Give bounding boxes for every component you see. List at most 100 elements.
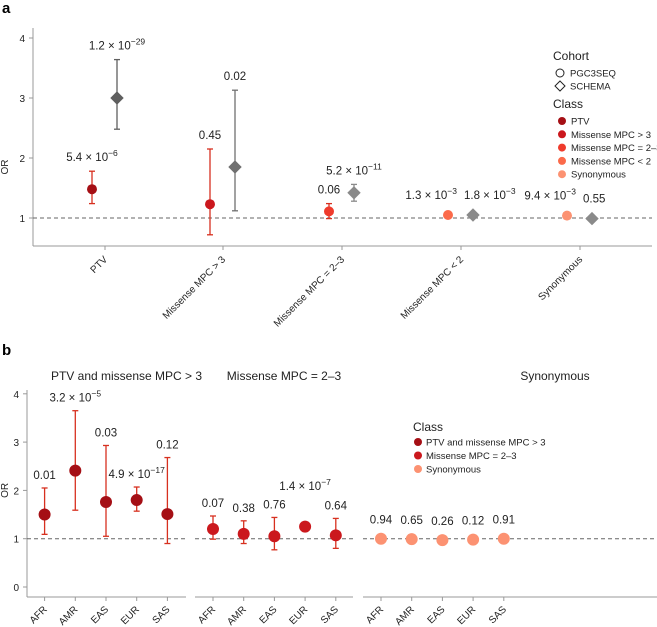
p-value-label: 0.12	[156, 440, 178, 452]
legend-class-label: PTV and missense MPC > 3	[426, 438, 546, 449]
y-axis-label: OR	[0, 483, 11, 498]
y-tick-label: 1	[19, 214, 25, 225]
legend-cohort-label: PGC3SEQ	[570, 69, 616, 80]
legend-class-label: Missense MPC = 2–3	[426, 451, 517, 462]
facet-title: Synonymous	[520, 369, 589, 383]
legend-circle-icon	[555, 68, 565, 78]
legend-class-marker	[558, 130, 566, 139]
p-value-label: 0.26	[431, 516, 453, 528]
population-point	[467, 533, 480, 546]
p-value-label: 1.3 × 10−3	[405, 186, 457, 202]
population-point	[161, 508, 174, 521]
population-point	[237, 527, 250, 540]
x-tick-label: AMR	[225, 604, 249, 627]
p-value-label: 0.65	[401, 515, 423, 527]
legend-class-title: Class	[553, 97, 583, 111]
schema-diamond-point	[347, 186, 361, 200]
legend-class-label: Missense MPC = 2–3	[571, 143, 657, 154]
x-tick-label: EAS	[89, 604, 111, 626]
legend-class-label: Synonymous	[426, 465, 481, 476]
y-tick-label: 0	[13, 583, 19, 594]
legend-class-label: PTV	[571, 117, 590, 128]
y-tick-label: 1	[13, 535, 19, 546]
p-value-label: 5.4 × 10−6	[66, 148, 118, 164]
legend-class-label: Missense MPC > 3	[571, 130, 651, 141]
y-axis-label: OR	[0, 160, 11, 175]
panel-b-chart: 0 1 2 3 4 OR PTV and missense MPC > 3 AFR 0.01 AM…	[0, 369, 657, 627]
panel-a-chart: 1 2 3 4 OR PTV Missense MPC > 3 Missense MPC = …	[0, 28, 657, 330]
x-tick-label: Missense MPC > 3	[161, 254, 229, 322]
p-value-label: 4.9 × 10−17	[109, 465, 166, 481]
population-point	[38, 508, 51, 521]
panel-label-b: b	[2, 342, 11, 359]
schema-diamond-point	[585, 211, 599, 226]
x-tick-label: SAS	[151, 604, 173, 626]
x-tick-label: AFR	[196, 604, 218, 626]
facet-title: Missense MPC = 2–3	[227, 369, 342, 383]
panel-label-a: a	[2, 0, 11, 17]
population-point	[207, 523, 219, 536]
x-tick-label: AFR	[28, 604, 50, 626]
x-tick-label: SAS	[487, 604, 509, 626]
population-point	[497, 532, 510, 545]
legend-cohort-label: SCHEMA	[570, 82, 611, 93]
schema-diamond-point	[110, 91, 124, 105]
population-point	[299, 520, 312, 533]
pgc3seq-circle-point	[324, 206, 334, 217]
p-value-label: 0.12	[462, 516, 484, 528]
legend-diamond-icon	[554, 80, 566, 92]
x-tick-label: AMR	[57, 604, 81, 627]
y-tick-label: 3	[13, 438, 19, 449]
y-tick-label: 4	[19, 34, 25, 45]
y-tick-label: 2	[19, 154, 25, 165]
p-value-label: 9.4 × 10−3	[524, 187, 576, 203]
x-tick-label: EAS	[258, 604, 280, 626]
p-value-label: 0.45	[199, 130, 221, 142]
y-tick-label: 3	[19, 94, 25, 105]
p-value-label: 1.2 × 10−29	[89, 37, 146, 53]
x-tick-label: Missense MPC < 2	[399, 254, 467, 322]
p-value-label: 0.02	[224, 71, 246, 83]
p-value-label: 0.91	[493, 515, 515, 527]
p-value-label: 0.64	[325, 500, 348, 512]
p-value-label: 0.76	[263, 499, 285, 511]
x-tick-label: EUR	[288, 604, 311, 627]
pgc3seq-circle-point	[562, 210, 572, 221]
y-tick-label: 2	[13, 486, 19, 497]
population-point	[375, 532, 387, 545]
population-point	[69, 464, 82, 477]
x-tick-label: EAS	[426, 604, 448, 626]
legend-class-label: Synonymous	[571, 170, 626, 181]
legend-class-marker	[558, 117, 566, 125]
legend-class-marker	[558, 143, 566, 152]
p-value-label: 0.38	[233, 503, 255, 515]
p-value-label: 3.2 × 10−5	[50, 389, 102, 405]
x-tick-label: PTV	[89, 254, 111, 276]
x-tick-label: AFR	[364, 604, 386, 626]
x-tick-label: SAS	[319, 604, 341, 626]
pgc3seq-circle-point	[205, 199, 215, 210]
x-tick-label: EUR	[119, 604, 142, 627]
legend-class-label: Missense MPC < 2	[571, 156, 651, 167]
legend-cohort-title: Cohort	[553, 49, 590, 63]
legend-class-marker	[414, 451, 422, 460]
p-value-label: 0.07	[202, 498, 224, 510]
y-tick-label: 4	[13, 390, 19, 401]
population-point	[268, 530, 281, 543]
schema-diamond-point	[466, 208, 480, 222]
legend-class-title: Class	[413, 420, 443, 434]
facet-title: PTV and missense MPC > 3	[51, 369, 202, 383]
population-point	[100, 495, 112, 508]
p-value-label: 0.55	[583, 194, 605, 206]
legend-class-marker	[414, 465, 422, 473]
legend-class-marker	[558, 156, 566, 165]
legend-class-marker	[414, 438, 422, 446]
p-value-label: 0.94	[370, 515, 393, 527]
legend-class-marker	[558, 170, 566, 179]
x-tick-label: EUR	[456, 604, 479, 627]
p-value-label: 0.01	[33, 470, 55, 482]
x-tick-label: Synonymous	[536, 254, 585, 303]
schema-diamond-point	[228, 160, 242, 174]
p-value-label: 0.03	[95, 427, 117, 439]
